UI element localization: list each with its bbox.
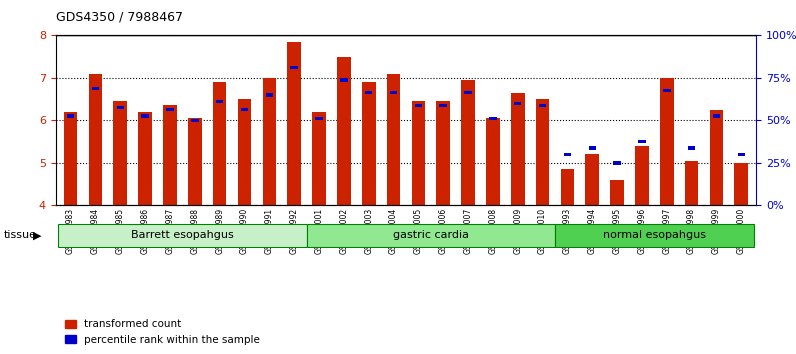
Bar: [114, 101, 127, 205]
Text: GDS4350 / 7988467: GDS4350 / 7988467: [56, 11, 183, 24]
Bar: [340, 78, 348, 82]
Bar: [712, 114, 720, 118]
Bar: [67, 114, 74, 118]
Bar: [291, 65, 298, 69]
FancyBboxPatch shape: [306, 224, 555, 246]
Bar: [464, 91, 472, 95]
Bar: [315, 116, 322, 120]
Bar: [163, 105, 177, 205]
Bar: [337, 57, 351, 205]
Text: tissue: tissue: [4, 230, 37, 240]
Bar: [312, 112, 326, 205]
Bar: [486, 118, 500, 205]
Bar: [387, 74, 400, 205]
Bar: [64, 112, 77, 205]
Bar: [362, 82, 376, 205]
Bar: [238, 99, 252, 205]
Bar: [539, 104, 546, 107]
Bar: [116, 106, 124, 109]
Bar: [564, 153, 572, 156]
Bar: [638, 140, 646, 143]
Bar: [585, 154, 599, 205]
Bar: [560, 169, 574, 205]
Bar: [263, 78, 276, 205]
Text: gastric cardia: gastric cardia: [392, 230, 469, 240]
Bar: [213, 82, 227, 205]
Bar: [611, 180, 624, 205]
Bar: [390, 91, 397, 95]
Bar: [415, 104, 422, 107]
Legend: transformed count, percentile rank within the sample: transformed count, percentile rank withi…: [61, 315, 264, 349]
Bar: [635, 146, 649, 205]
Bar: [511, 93, 525, 205]
Bar: [436, 101, 450, 205]
Bar: [142, 114, 149, 118]
Bar: [166, 108, 174, 112]
Bar: [738, 153, 745, 156]
Bar: [663, 89, 670, 92]
Bar: [588, 146, 596, 150]
Bar: [685, 161, 698, 205]
Bar: [266, 93, 273, 97]
Bar: [514, 102, 521, 105]
Bar: [240, 108, 248, 112]
Bar: [365, 91, 373, 95]
Bar: [614, 161, 621, 165]
Bar: [287, 42, 301, 205]
Bar: [709, 110, 724, 205]
Bar: [92, 87, 100, 90]
Bar: [188, 118, 201, 205]
Bar: [660, 78, 673, 205]
FancyBboxPatch shape: [58, 224, 306, 246]
Bar: [735, 163, 748, 205]
Bar: [191, 119, 198, 122]
FancyBboxPatch shape: [555, 224, 754, 246]
Bar: [88, 74, 103, 205]
Bar: [688, 146, 696, 150]
Bar: [412, 101, 425, 205]
Text: ▶: ▶: [33, 230, 42, 240]
Bar: [139, 112, 152, 205]
Bar: [536, 99, 549, 205]
Bar: [489, 116, 497, 120]
Bar: [439, 104, 447, 107]
Bar: [461, 80, 475, 205]
Bar: [216, 99, 224, 103]
Text: Barrett esopahgus: Barrett esopahgus: [131, 230, 234, 240]
Text: normal esopahgus: normal esopahgus: [603, 230, 706, 240]
